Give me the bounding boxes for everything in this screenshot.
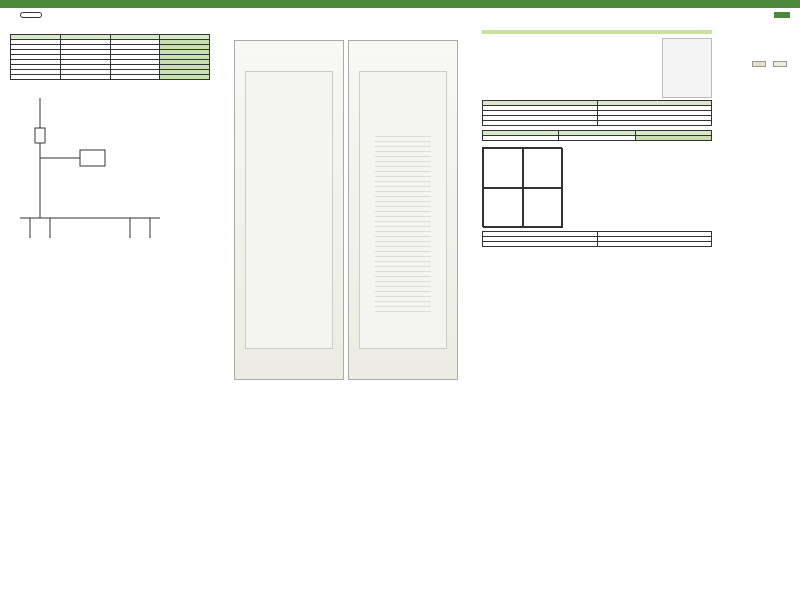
main-breaker-table xyxy=(10,34,210,80)
send-space-title xyxy=(482,30,712,34)
beige-badge xyxy=(752,60,769,67)
cabinet-closed xyxy=(234,40,344,380)
table-row xyxy=(11,75,210,80)
top-accent-bar xyxy=(0,0,800,8)
beige-swatch xyxy=(752,61,766,67)
series-pill xyxy=(20,12,42,18)
cream-badge xyxy=(773,60,790,67)
circuit-svg xyxy=(10,88,190,268)
cream-swatch xyxy=(773,61,787,67)
branch-breaker-table xyxy=(482,130,712,141)
table-row xyxy=(483,242,712,247)
subtitle xyxy=(0,18,800,26)
smart-size-badge xyxy=(774,12,790,18)
device-image xyxy=(662,38,712,98)
table-row xyxy=(483,121,712,126)
cabinet-open xyxy=(348,40,458,380)
table-row xyxy=(483,136,712,141)
color-badges xyxy=(752,60,790,67)
circuit-diagram xyxy=(10,88,210,268)
gutter-diagram xyxy=(482,147,562,227)
gutter-c-table xyxy=(482,231,712,247)
send-space-table xyxy=(482,100,712,126)
cabinet-notes xyxy=(220,597,530,599)
